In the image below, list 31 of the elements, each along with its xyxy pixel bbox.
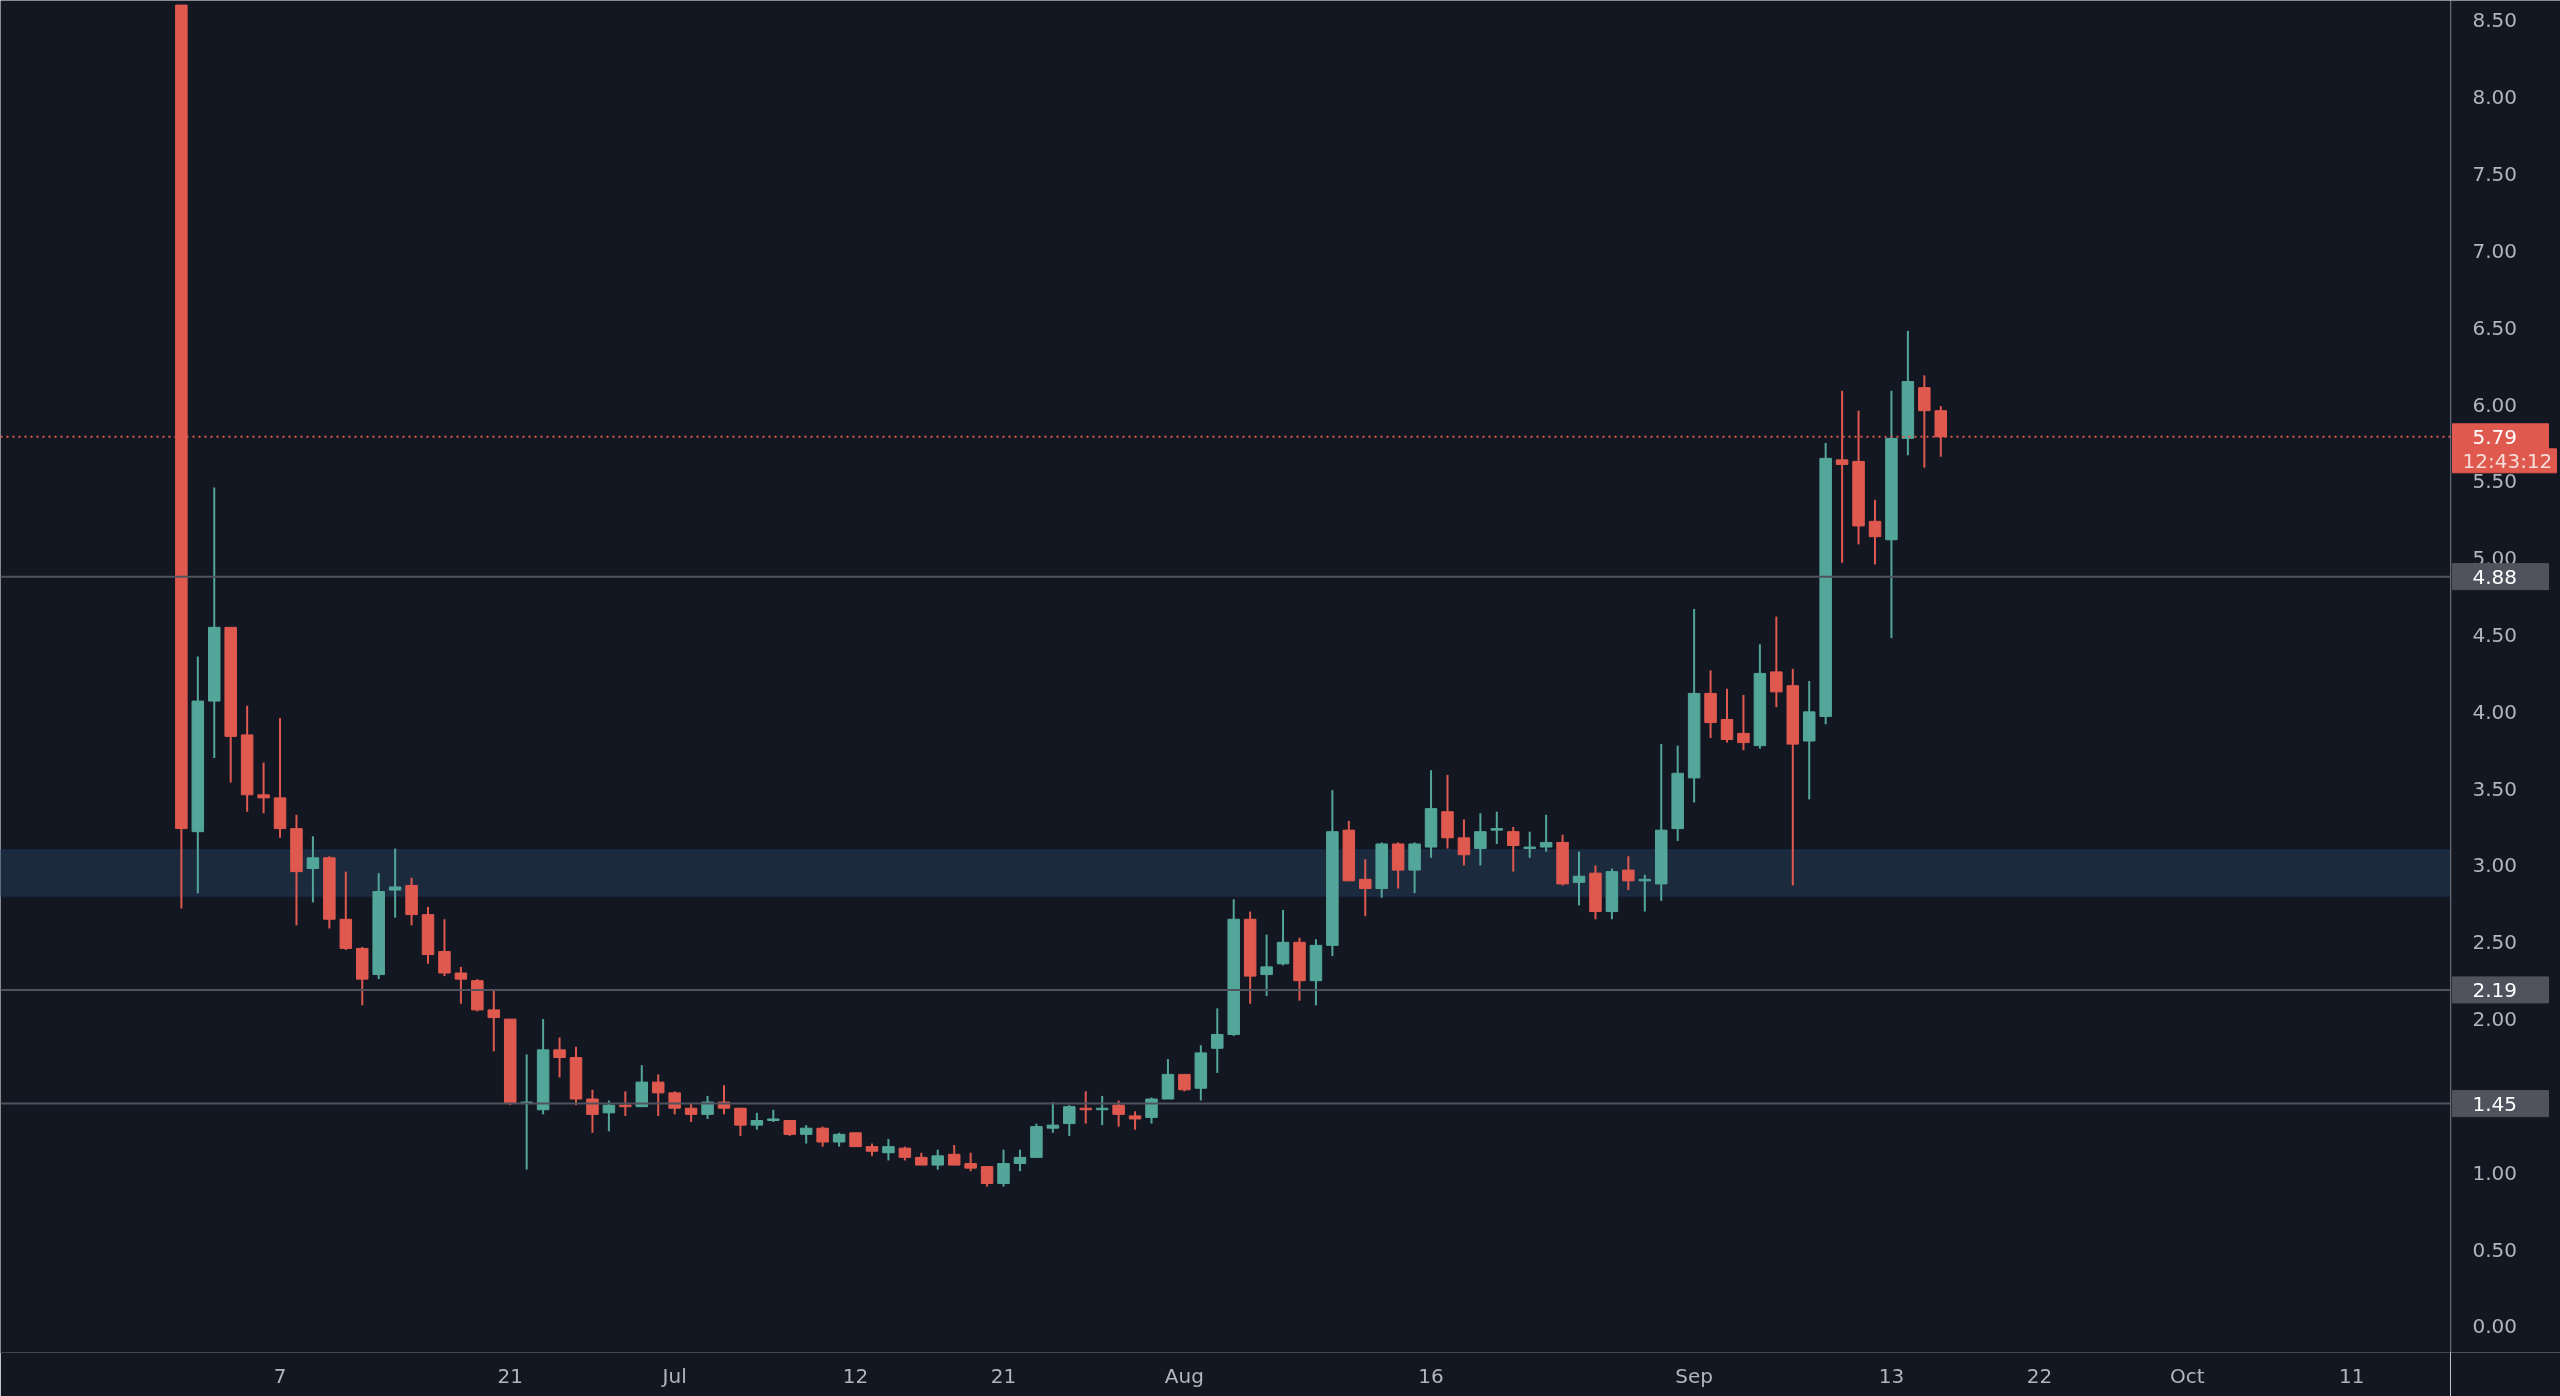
ref-line-label: 2.19 (2472, 977, 2518, 1002)
x-tick-label: 21 (990, 1363, 1017, 1388)
x-tick-label: Sep (1675, 1363, 1713, 1388)
y-tick-label: 6.00 (2472, 392, 2518, 417)
x-tick-label: 16 (1418, 1363, 1444, 1388)
x-tick-label: 11 (2339, 1363, 2365, 1388)
x-tick-label: 21 (497, 1363, 523, 1388)
y-tick-label: 2.50 (2472, 930, 2518, 955)
y-tick-label: 2.00 (2472, 1007, 2518, 1032)
x-tick-label: 22 (2026, 1363, 2053, 1388)
y-tick-label: 7.50 (2472, 162, 2518, 187)
y-tick-label: 4.00 (2472, 699, 2518, 724)
y-tick-label: 3.00 (2472, 853, 2518, 878)
ref-line-label: 1.45 (2472, 1091, 2518, 1116)
ref-line-label: 4.88 (2472, 564, 2518, 589)
x-tick-label: 12 (842, 1363, 869, 1388)
y-tick-label: 8.50 (2472, 8, 2518, 33)
y-tick-label: 8.00 (2472, 85, 2518, 110)
x-tick-label: Jul (660, 1363, 687, 1388)
x-tick-label: Aug (1164, 1363, 1204, 1388)
y-tick-label: 3.50 (2472, 776, 2518, 801)
ref-line-label: 5.79 (2472, 424, 2518, 449)
y-tick-label: 0.00 (2472, 1314, 2518, 1339)
x-tick-label: 13 (1878, 1363, 1905, 1388)
y-tick-label: 6.50 (2472, 315, 2518, 340)
y-tick-label: 4.50 (2472, 623, 2518, 648)
y-tick-label: 0.50 (2472, 1237, 2518, 1262)
x-tick-label: 7 (273, 1363, 287, 1388)
x-tick-label: Oct (2170, 1363, 2205, 1388)
y-tick-label: 7.00 (2472, 238, 2518, 263)
y-tick-label: 1.00 (2472, 1160, 2518, 1185)
